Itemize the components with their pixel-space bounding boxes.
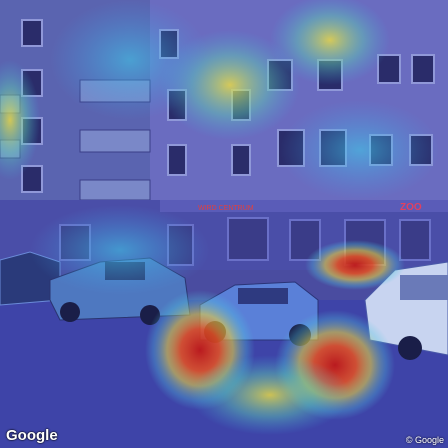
shop-sign-text: WIRD CENTRUM: [198, 205, 254, 212]
zoo-sign-text: ZOO: [400, 202, 422, 213]
google-watermark: Google: [6, 427, 58, 444]
attention-heatmap: [0, 0, 440, 435]
sign-strip: [160, 200, 448, 212]
google-copyright: © Google: [405, 435, 444, 445]
